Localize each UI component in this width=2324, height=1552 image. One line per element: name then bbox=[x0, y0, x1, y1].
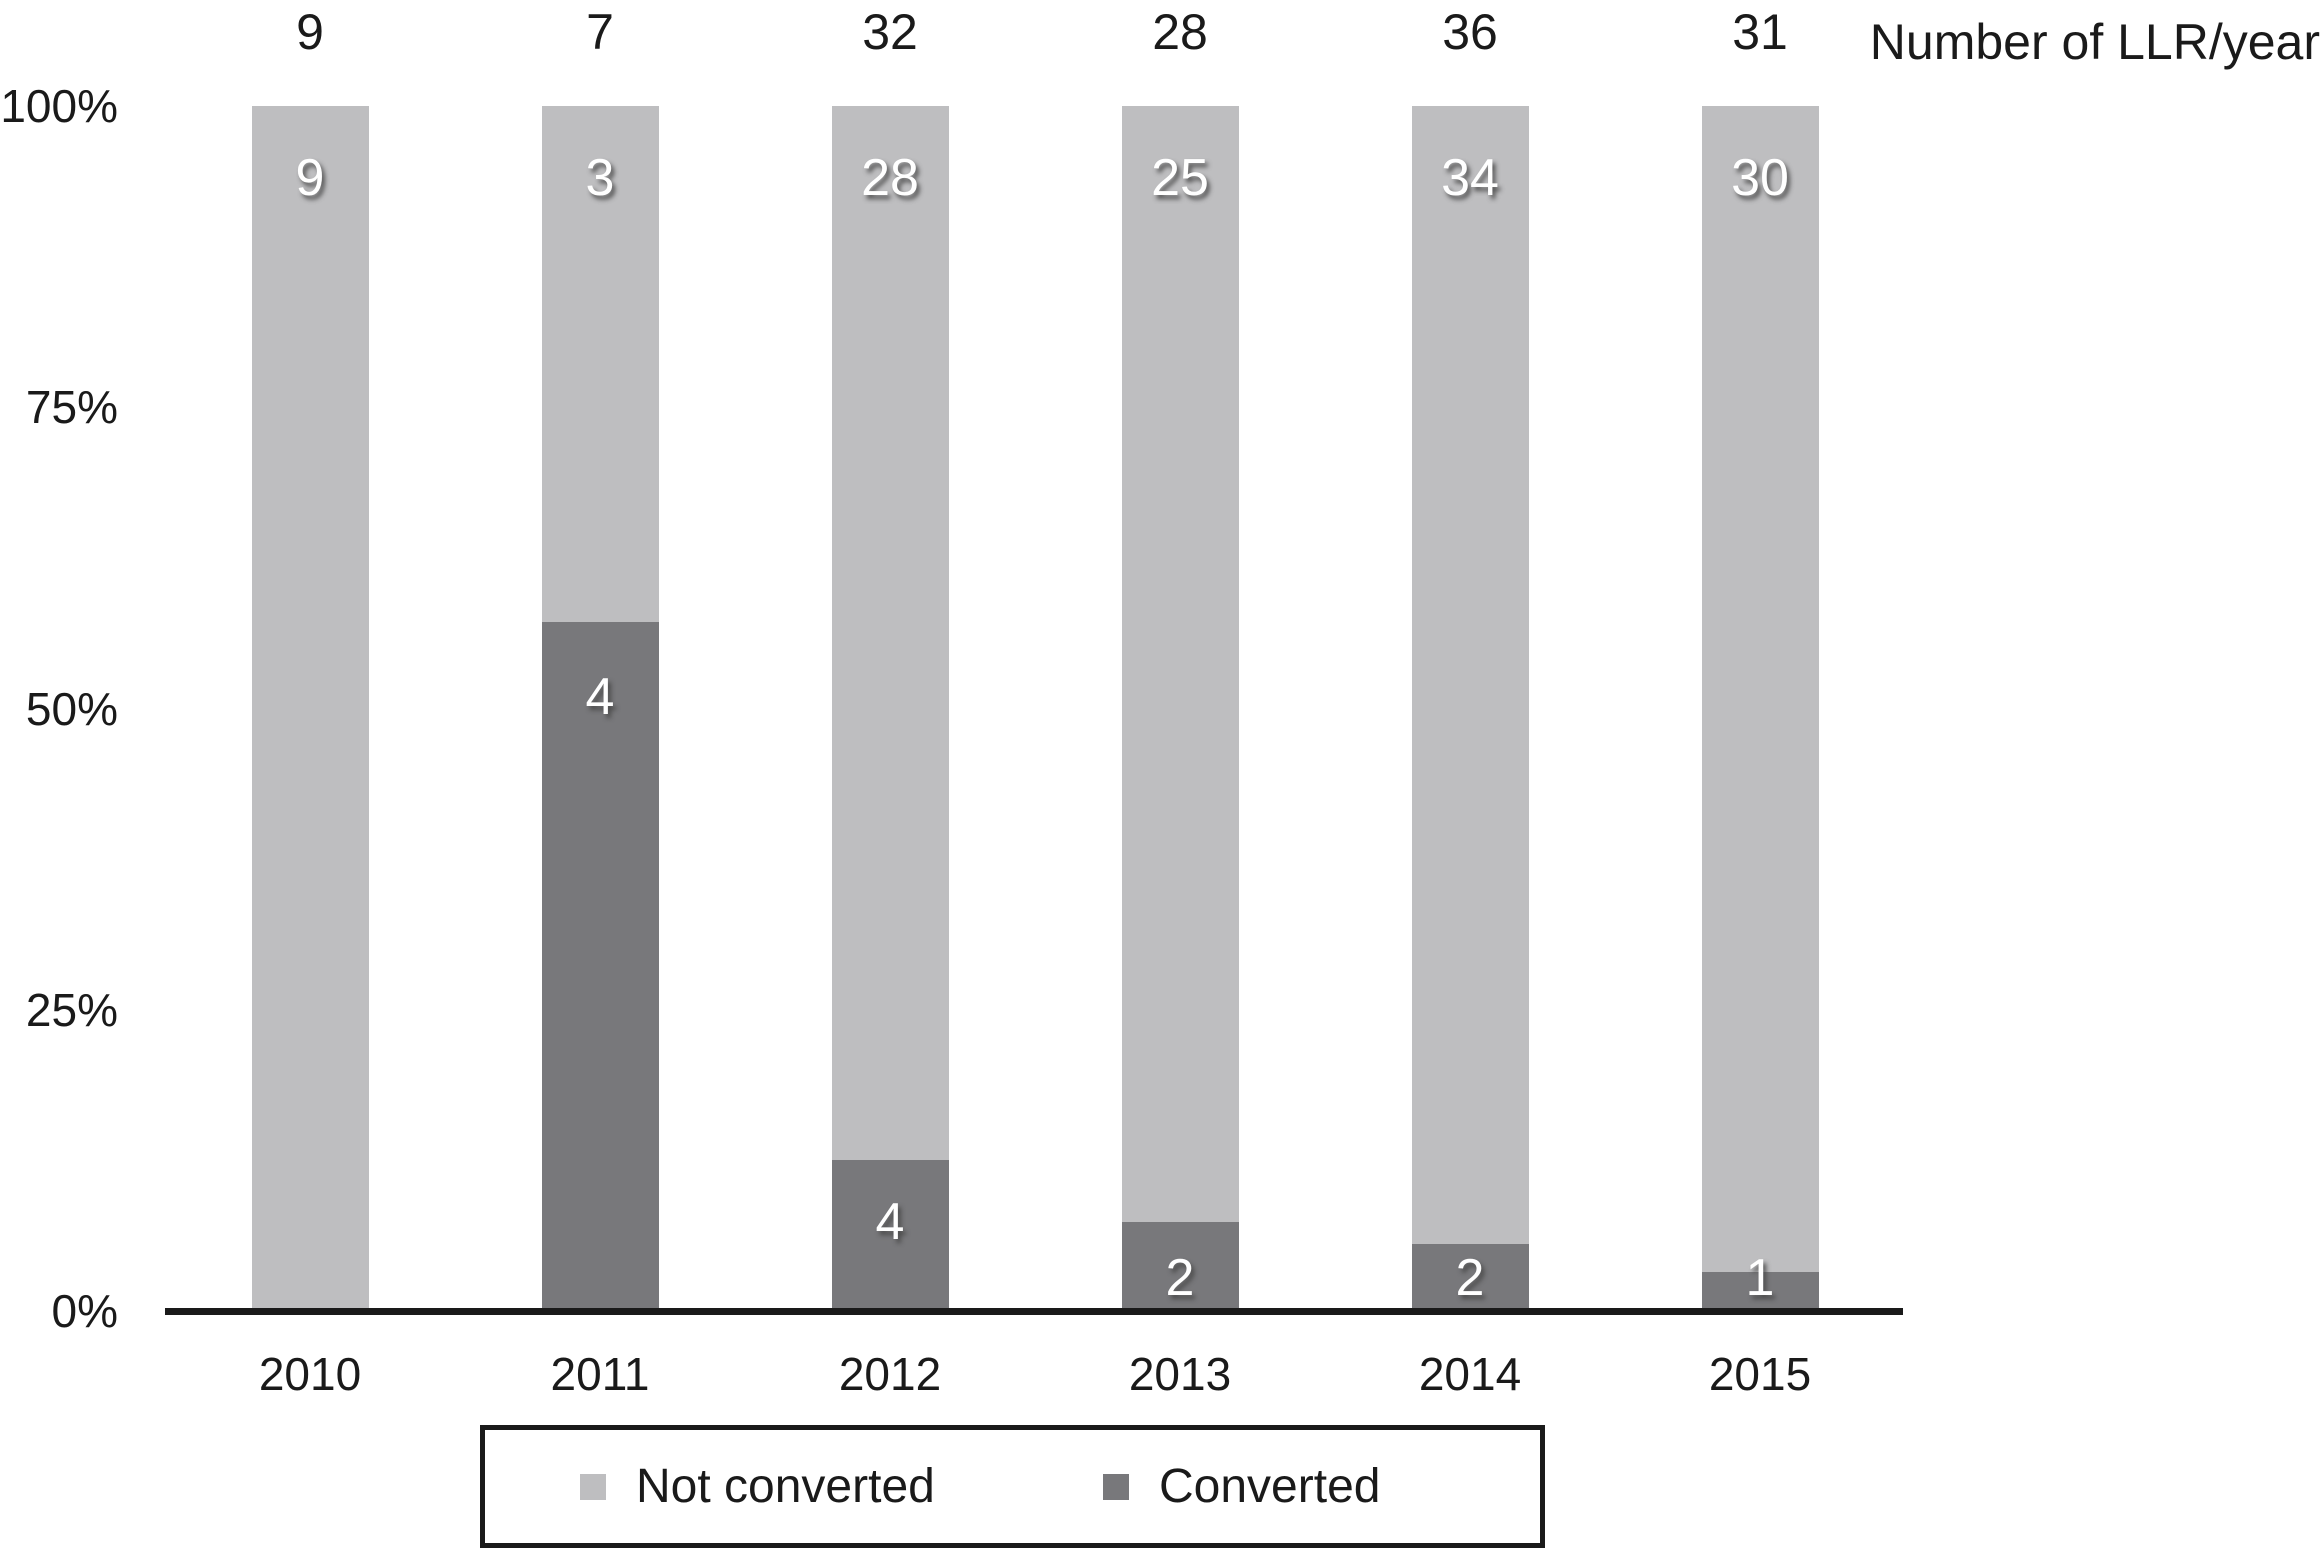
legend-label-not-converted: Not converted bbox=[636, 1460, 935, 1513]
bar-segment-not-converted bbox=[1411, 106, 1529, 1245]
bar-value-label-not-converted: 34 bbox=[1441, 149, 1499, 207]
bar-total-label: 9 bbox=[296, 4, 324, 60]
y-axis-tick-label: 100% bbox=[0, 80, 118, 132]
bar-value-label-not-converted: 3 bbox=[585, 149, 615, 207]
x-axis-tick-label: 2013 bbox=[1128, 1348, 1232, 1400]
legend-label-converted: Converted bbox=[1159, 1460, 1381, 1513]
x-axis-tick-label: 2014 bbox=[1418, 1348, 1522, 1400]
bar-value-label-not-converted: 28 bbox=[861, 149, 919, 207]
legend: Not converted Converted bbox=[480, 1425, 1545, 1548]
bar-value-label-converted: 4 bbox=[585, 668, 615, 727]
bar-segment-not-converted bbox=[1121, 106, 1239, 1222]
bar-value-label-converted: 1 bbox=[1745, 1249, 1775, 1307]
legend-item-not-converted: Not converted bbox=[580, 1430, 935, 1543]
y-axis-tick-label: 0% bbox=[51, 1285, 118, 1337]
bar-segment-not-converted bbox=[1701, 106, 1819, 1273]
legend-swatch-not-converted-icon bbox=[580, 1473, 606, 1500]
bar-value-label-converted: 4 bbox=[875, 1193, 905, 1252]
bar-segment-not-converted bbox=[541, 106, 659, 623]
bar-total-label: 7 bbox=[586, 4, 614, 60]
bar-total-label: 32 bbox=[862, 4, 918, 60]
x-axis-tick-label: 2012 bbox=[838, 1348, 942, 1400]
bar-segment-converted bbox=[831, 1160, 949, 1311]
y-axis-tick-label: 25% bbox=[25, 983, 118, 1036]
bar-value-label-converted: 2 bbox=[1455, 1249, 1485, 1307]
x-axis-tick-label: 2015 bbox=[1708, 1348, 1812, 1400]
bar-segment-converted bbox=[1411, 1244, 1529, 1311]
bar-segment-converted bbox=[1701, 1272, 1819, 1311]
bar-total-label: 31 bbox=[1732, 4, 1788, 60]
bar-segment-not-converted bbox=[831, 106, 949, 1161]
bar-segment-not-converted bbox=[251, 106, 369, 1311]
legend-item-converted: Converted bbox=[1103, 1430, 1380, 1543]
bar-value-label-not-converted: 30 bbox=[1731, 149, 1789, 207]
y-axis-tick-label: 75% bbox=[25, 381, 118, 434]
y-axis-tick-label: 50% bbox=[25, 682, 118, 735]
x-axis-tick-label: 2011 bbox=[550, 1348, 650, 1400]
bar-segment-converted bbox=[1121, 1221, 1239, 1311]
bar-value-label-not-converted: 25 bbox=[1151, 149, 1209, 207]
bar-value-label-converted: 2 bbox=[1165, 1249, 1195, 1307]
bar-total-label: 36 bbox=[1442, 4, 1498, 60]
bar-segment-converted bbox=[541, 622, 659, 1311]
chart-annotation: Number of LLR/year bbox=[1869, 14, 2320, 70]
x-axis-line bbox=[165, 1308, 1903, 1315]
x-axis-tick-label: 2010 bbox=[258, 1348, 362, 1400]
bar-value-label-not-converted: 9 bbox=[295, 149, 325, 207]
bar-total-label: 28 bbox=[1152, 4, 1208, 60]
legend-swatch-converted-icon bbox=[1103, 1473, 1129, 1500]
